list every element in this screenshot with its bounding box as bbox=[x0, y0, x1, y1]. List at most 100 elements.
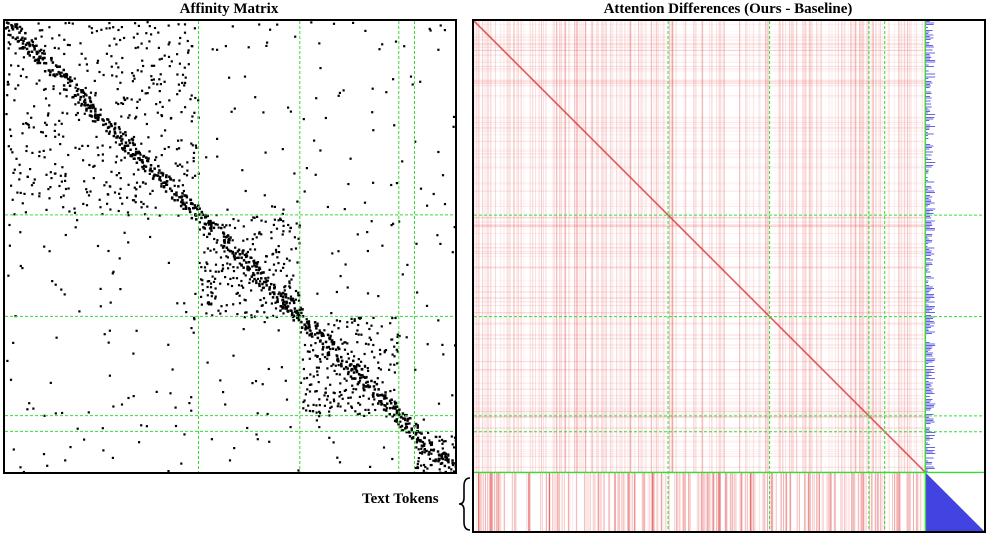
attention-red-column bbox=[490, 21, 492, 473]
text-token-red-column bbox=[708, 472, 710, 531]
affinity-point bbox=[97, 116, 100, 120]
text-token-red-column bbox=[834, 472, 836, 531]
attention-red-column bbox=[564, 21, 566, 473]
affinity-point bbox=[190, 409, 193, 412]
attention-red-column bbox=[485, 21, 486, 473]
text-token-red-column bbox=[609, 472, 611, 531]
attention-red-column bbox=[585, 21, 587, 473]
attention-red-row bbox=[474, 163, 925, 164]
affinity-point bbox=[57, 47, 60, 50]
affinity-point bbox=[432, 192, 435, 196]
attention-blue-bar bbox=[925, 381, 929, 382]
affinity-point bbox=[57, 133, 60, 136]
affinity-diagonal-point bbox=[94, 120, 97, 123]
text-token-red-column bbox=[487, 472, 489, 531]
attention-red-column bbox=[843, 21, 845, 473]
affinity-point bbox=[63, 293, 66, 296]
affinity-diagonal-point bbox=[133, 157, 136, 160]
affinity-point bbox=[23, 46, 26, 49]
attention-red-column bbox=[746, 21, 748, 473]
affinity-point bbox=[338, 461, 342, 464]
affinity-point bbox=[163, 80, 166, 83]
affinity-diagonal-point bbox=[262, 280, 266, 284]
affinity-point bbox=[144, 182, 147, 185]
affinity-point bbox=[289, 295, 293, 298]
affinity-diagonal-point bbox=[268, 286, 271, 289]
text-token-red-column bbox=[830, 472, 832, 531]
affinity-diagonal-point bbox=[354, 368, 358, 371]
affinity-point bbox=[261, 383, 264, 386]
text-token-red-column bbox=[710, 472, 712, 531]
affinity-diagonal-point bbox=[188, 210, 192, 214]
affinity-point bbox=[33, 105, 36, 108]
attention-blue-bar bbox=[925, 406, 934, 408]
affinity-point bbox=[426, 467, 429, 470]
affinity-diagonal-point bbox=[25, 47, 29, 51]
affinity-point bbox=[349, 157, 352, 160]
affinity-diagonal-point bbox=[149, 167, 152, 170]
affinity-diagonal-point bbox=[68, 78, 72, 82]
affinity-point bbox=[115, 174, 118, 177]
affinity-point bbox=[295, 311, 298, 314]
affinity-diagonal-point bbox=[438, 458, 441, 461]
affinity-point bbox=[256, 215, 259, 218]
text-token-red-column bbox=[492, 472, 494, 531]
affinity-point bbox=[100, 28, 103, 31]
affinity-diagonal-point bbox=[172, 179, 175, 182]
attention-red-column bbox=[722, 21, 724, 473]
affinity-point bbox=[437, 319, 440, 322]
affinity-point bbox=[303, 190, 306, 193]
affinity-point bbox=[376, 377, 379, 380]
attention-blue-bar bbox=[925, 61, 936, 63]
affinity-point bbox=[201, 289, 204, 292]
text-token-red-column bbox=[653, 472, 655, 531]
affinity-diagonal-point bbox=[293, 310, 297, 313]
affinity-point bbox=[89, 91, 93, 94]
affinity-point bbox=[237, 284, 241, 287]
affinity-point bbox=[185, 311, 188, 314]
affinity-point bbox=[46, 464, 49, 467]
affinity-point bbox=[269, 28, 272, 31]
affinity-diagonal-point bbox=[342, 367, 346, 371]
attention-red-column bbox=[654, 21, 656, 473]
text-token-red-column bbox=[593, 472, 595, 531]
affinity-diagonal-point bbox=[264, 277, 267, 280]
attention-red-column bbox=[508, 21, 510, 473]
affinity-diagonal-point bbox=[270, 282, 273, 286]
text-token-red-column bbox=[907, 472, 909, 531]
affinity-diagonal-point bbox=[416, 426, 419, 429]
affinity-point bbox=[340, 393, 343, 396]
attention-blue-bar bbox=[925, 382, 933, 384]
affinity-point bbox=[281, 148, 284, 151]
affinity-point bbox=[303, 377, 306, 380]
affinity-point bbox=[442, 440, 445, 443]
affinity-point bbox=[247, 46, 250, 49]
attention-red-row bbox=[474, 148, 926, 150]
text-token-red-column bbox=[762, 472, 764, 531]
attention-red-column bbox=[564, 21, 566, 473]
affinity-point bbox=[345, 379, 348, 382]
attention-red-row bbox=[474, 450, 926, 452]
affinity-point bbox=[350, 369, 353, 372]
affinity-diagonal-point bbox=[69, 76, 72, 79]
text-token-red-column bbox=[651, 472, 653, 531]
affinity-point bbox=[115, 75, 118, 78]
affinity-cluster-gridlines bbox=[5, 21, 455, 472]
affinity-point bbox=[396, 335, 399, 338]
affinity-diagonal-point bbox=[64, 73, 67, 76]
affinity-point bbox=[279, 269, 282, 272]
attention-blue-bar bbox=[925, 172, 929, 174]
attention-blue-bar bbox=[925, 31, 930, 33]
affinity-point bbox=[272, 223, 275, 226]
affinity-point bbox=[121, 71, 124, 74]
affinity-point bbox=[283, 262, 286, 266]
affinity-point bbox=[272, 314, 275, 317]
text-token-red-column bbox=[702, 472, 704, 531]
attention-red-row bbox=[474, 44, 926, 46]
affinity-diagonal-point bbox=[255, 262, 259, 265]
affinity-point bbox=[177, 139, 180, 142]
affinity-point bbox=[210, 438, 213, 441]
attention-blue-bar bbox=[925, 84, 930, 85]
attention-red-row bbox=[474, 455, 926, 457]
affinity-diagonal-point bbox=[352, 359, 355, 363]
